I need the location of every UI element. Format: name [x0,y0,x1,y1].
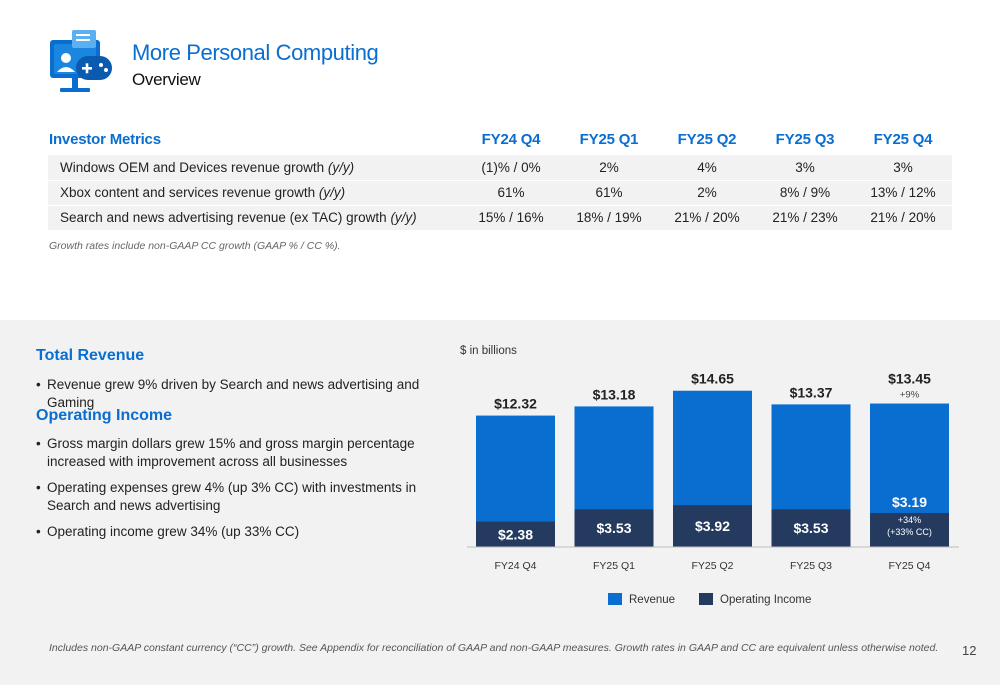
operating-income-data-label: $2.38 [498,526,533,542]
x-tick-label: FY25 Q4 [888,560,930,572]
operating-income-data-label: $3.53 [793,520,828,536]
table-row: Search and news advertising revenue (ex … [48,205,952,231]
column-header: FY25 Q3 [775,130,835,148]
investor-metrics-table: Investor Metrics FY24 Q4 FY25 Q1 FY25 Q2… [48,123,952,231]
x-tick-label: FY25 Q1 [593,560,635,572]
row-label-suffix: (y/y) [390,210,417,225]
operating-income-bar [574,509,654,547]
column-header: FY25 Q2 [677,130,737,148]
legend-label-revenue: Revenue [629,594,675,606]
operating-income-bar [476,521,555,547]
footnote: Includes non-GAAP constant currency (“CC… [49,642,939,654]
operating-income-data-label: $3.53 [596,520,631,536]
table-cell: 61% [560,180,658,206]
metrics-note: Growth rates include non-GAAP CC growth … [49,240,341,252]
table-row: Windows OEM and Devices revenue growth (… [48,155,952,181]
operating-income-heading: Operating Income [36,407,173,424]
table-header-label: Investor Metrics [49,130,161,148]
income-bullets: Gross margin dollars grew 15% and gross … [36,435,456,549]
revenue-data-label: $14.65 [691,371,734,387]
x-tick-label: FY24 Q4 [494,560,536,572]
oi-growth-cc-label: (+33% CC) [887,527,932,537]
revenue-data-label: $13.18 [593,386,636,402]
oi-growth-label: +34% [898,515,921,525]
legend-swatch-operating-income [699,593,713,605]
table-cell: 3% [756,155,854,181]
operating-income-data-label: $3.92 [695,518,730,534]
row-label-text: Xbox content and services revenue growth [60,185,316,200]
legend-label-operating-income: Operating Income [720,594,811,606]
row-label-text: Windows OEM and Devices revenue growth [60,159,325,175]
list-item: Operating income grew 34% (up 33% CC) [36,523,456,541]
table-row: Xbox content and services revenue growth… [48,180,952,206]
table-cell: 2% [658,180,756,206]
total-revenue-heading: Total Revenue [36,347,145,364]
revenue-chart: $ in billions $12.32 $2.38 FY24 Q4 $13.18 $3… [455,335,975,625]
table-cell: 2% [560,155,658,181]
page-subtitle: Overview [132,70,201,89]
operating-income-bar [870,512,949,547]
revenue-chart-svg: $ in billions $12.32 $2.38 FY24 Q4 $13.18 $3… [460,345,959,606]
monitor-gamepad-icon [46,28,120,98]
x-tick-label: FY25 Q2 [691,560,733,572]
row-label-suffix: (y/y) [327,159,355,175]
table-cell: 18% / 19% [560,205,658,231]
list-item: Gross margin dollars grew 15% and gross … [36,435,456,471]
row-label-text: Search and news advertising revenue (ex … [60,210,387,225]
table-cell: 21% / 23% [756,205,854,231]
row-label-suffix: (y/y) [318,185,346,200]
legend-swatch-revenue [608,593,622,605]
revenue-data-label: $13.37 [790,384,833,400]
table-cell: 21% / 20% [854,205,952,231]
row-label: Xbox content and services revenue growth… [48,180,462,206]
column-header: FY24 Q4 [481,130,541,148]
column-header: FY25 Q1 [579,130,639,148]
operating-income-bar [771,509,851,547]
table-cell: 61% [462,180,560,206]
table-cell: 13% / 12% [854,180,952,206]
table-header-row: Investor Metrics FY24 Q4 FY25 Q1 FY25 Q2… [48,123,952,155]
table-cell: 4% [658,155,756,181]
page-number: 12 [962,643,977,658]
list-item: Operating expenses grew 4% (up 3% CC) wi… [36,479,456,515]
revenue-data-label: $12.32 [494,396,537,412]
row-label: Search and news advertising revenue (ex … [48,205,462,231]
x-tick-label: FY25 Q3 [790,560,832,572]
row-label: Windows OEM and Devices revenue growth (… [48,155,462,181]
unit-label: $ in billions [460,345,517,357]
table-cell: (1)% / 0% [462,155,560,181]
table-cell: 8% / 9% [756,180,854,206]
revenue-data-label: $13.45 [888,371,931,387]
operating-income-data-label: $3.19 [892,494,927,510]
column-header: FY25 Q4 [873,130,933,148]
table-cell: 3% [854,155,952,181]
table-cell: 15% / 16% [462,205,560,231]
operating-income-bar [673,505,752,547]
list-item: Revenue grew 9% driven by Search and new… [36,376,456,412]
revenue-growth-label: +9% [900,390,920,401]
table-cell: 21% / 20% [658,205,756,231]
revenue-bullets: Revenue grew 9% driven by Search and new… [36,376,456,420]
page-title: More Personal Computing [132,40,379,65]
